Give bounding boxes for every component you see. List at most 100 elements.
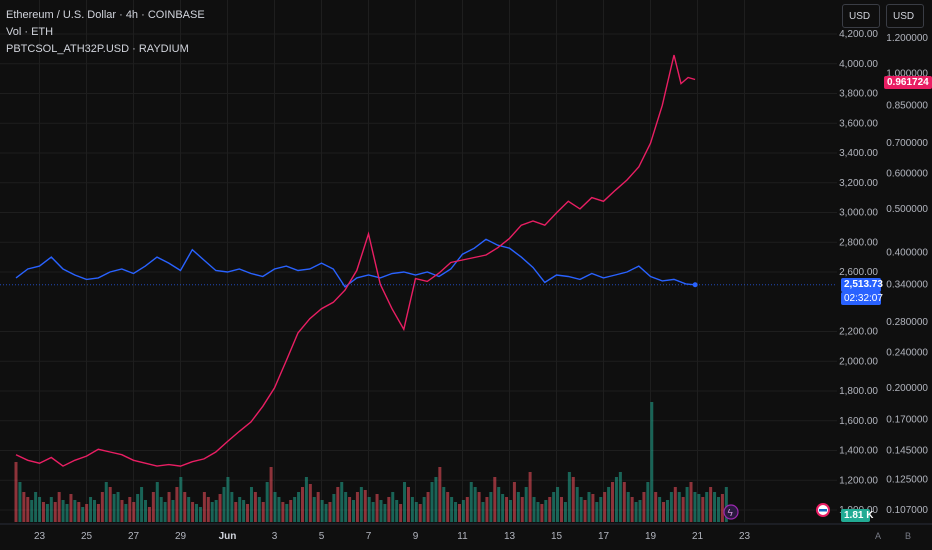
volume-bar <box>261 502 265 522</box>
time-axis-tick-label: 25 <box>81 531 93 542</box>
volume-bar <box>89 497 93 522</box>
volume-bar <box>163 502 167 522</box>
volume-bar <box>603 492 607 522</box>
overlay-symbol-label[interactable]: PBTCSOL_ATH32P.USD · RAYDIUM <box>6 43 189 55</box>
volume-bar <box>477 492 481 522</box>
volume-bar <box>505 497 509 522</box>
volume-bar <box>395 500 399 522</box>
volume-bar <box>611 482 615 522</box>
volume-bar <box>30 500 34 522</box>
volume-bar <box>418 504 422 522</box>
right-axis-tick-label: 0.340000 <box>886 279 928 290</box>
volume-bar <box>297 492 301 522</box>
volume-bar <box>273 492 277 522</box>
right-axis-tick-label: 0.700000 <box>886 138 928 149</box>
auto-scale-toggle[interactable]: A <box>875 531 882 541</box>
volume-bar <box>140 487 144 522</box>
right-axis-tick-label: 0.200000 <box>886 383 928 394</box>
volume-bar <box>222 487 226 522</box>
left-axis-tick-label: 1,400.00 <box>839 446 878 457</box>
time-axis-tick-label: 3 <box>272 531 278 542</box>
lightning-icon[interactable] <box>723 504 739 520</box>
volume-bar <box>662 502 666 522</box>
volume-bar <box>344 492 348 522</box>
volume-bar <box>591 494 595 522</box>
right-axis-tick-label: 0.500000 <box>886 204 928 215</box>
volume-bar <box>348 497 352 522</box>
volume-bar <box>454 502 458 522</box>
volume-bar <box>473 487 477 522</box>
symbol-title[interactable]: Ethereum / U.S. Dollar · 4h · COINBASE <box>6 9 205 21</box>
volume-bar <box>587 492 591 522</box>
volume-indicator-label[interactable]: Vol · ETH <box>6 26 54 38</box>
log-scale-toggle[interactable]: B <box>905 531 912 541</box>
left-axis-tick-label: 3,200.00 <box>839 178 878 189</box>
volume-bar <box>544 500 548 522</box>
volume-bar <box>399 504 403 522</box>
volume-bar <box>677 492 681 522</box>
volume-bar <box>560 497 564 522</box>
left-axis-tick-label: 3,800.00 <box>839 89 878 100</box>
volume-bar <box>112 494 116 522</box>
volume-bar <box>171 500 175 522</box>
volume-bar <box>242 500 246 522</box>
volume-bar <box>49 497 53 522</box>
volume-bar <box>563 502 567 522</box>
right-axis-tick-label: 1.200000 <box>886 33 928 44</box>
volume-bar <box>151 492 155 522</box>
overlay-price-line <box>15 54 696 467</box>
volume-bar <box>359 487 363 522</box>
volume-bar <box>352 500 356 522</box>
price-axis-right[interactable]: 1.200000 1.000000 0.850000 0.700000 0.600000… <box>886 33 928 516</box>
lightning-glyph: ϟ <box>728 508 734 519</box>
volume-bar <box>53 502 57 522</box>
volume-bar <box>179 477 183 522</box>
time-axis-tick-label: Jun <box>219 531 237 542</box>
right-axis-tick-label: 1.000000 <box>886 69 928 80</box>
time-axis-tick-label: 5 <box>319 531 325 542</box>
volume-bar <box>363 490 367 522</box>
volume-bar <box>422 497 426 522</box>
volume-bar <box>128 497 132 522</box>
volume-bar <box>265 482 269 522</box>
volume-bar <box>512 482 516 522</box>
volume-bar <box>155 482 159 522</box>
right-axis-tick-label: 0.400000 <box>886 248 928 259</box>
volume-bar <box>697 494 701 522</box>
volume-bar <box>65 504 69 522</box>
right-axis-tick-label: 0.240000 <box>886 347 928 358</box>
time-axis[interactable]: 23 25 27 29 Jun 3 5 7 9 11 13 15 17 19 21 23 <box>0 523 932 542</box>
series-lines <box>15 54 698 467</box>
volume-bar <box>324 504 328 522</box>
left-currency-button[interactable]: USD <box>842 4 880 28</box>
volume-bar <box>387 497 391 522</box>
volume-bar <box>501 494 505 522</box>
volume-tag: 1.81 K <box>841 509 873 522</box>
right-axis-tick-label: 0.850000 <box>886 100 928 111</box>
volume-bar <box>293 497 297 522</box>
volume-bar <box>650 402 654 522</box>
right-axis-tick-label: 0.170000 <box>886 415 928 426</box>
volume-bar <box>665 500 669 522</box>
price-axis-left[interactable]: 4,200.00 4,000.00 3,800.00 3,600.00 3,400.00… <box>839 29 878 516</box>
volume-bar <box>709 487 713 522</box>
volume-bar <box>253 492 257 522</box>
right-currency-button[interactable]: USD <box>886 4 924 28</box>
volume-bar <box>332 494 336 522</box>
volume-bar <box>536 502 540 522</box>
volume-bar <box>599 497 603 522</box>
volume-bar <box>567 472 571 522</box>
volume-bar <box>238 497 242 522</box>
volume-bar <box>234 502 238 522</box>
volume-bar <box>300 487 304 522</box>
volume-bar <box>116 492 120 522</box>
volume-bar <box>516 492 520 522</box>
volume-bar <box>367 497 371 522</box>
volume-bar <box>446 492 450 522</box>
volume-bar <box>210 502 214 522</box>
volume-bar <box>391 492 395 522</box>
grid-lines <box>0 0 837 522</box>
volume-bar <box>308 484 312 522</box>
volume-bar <box>218 494 222 522</box>
